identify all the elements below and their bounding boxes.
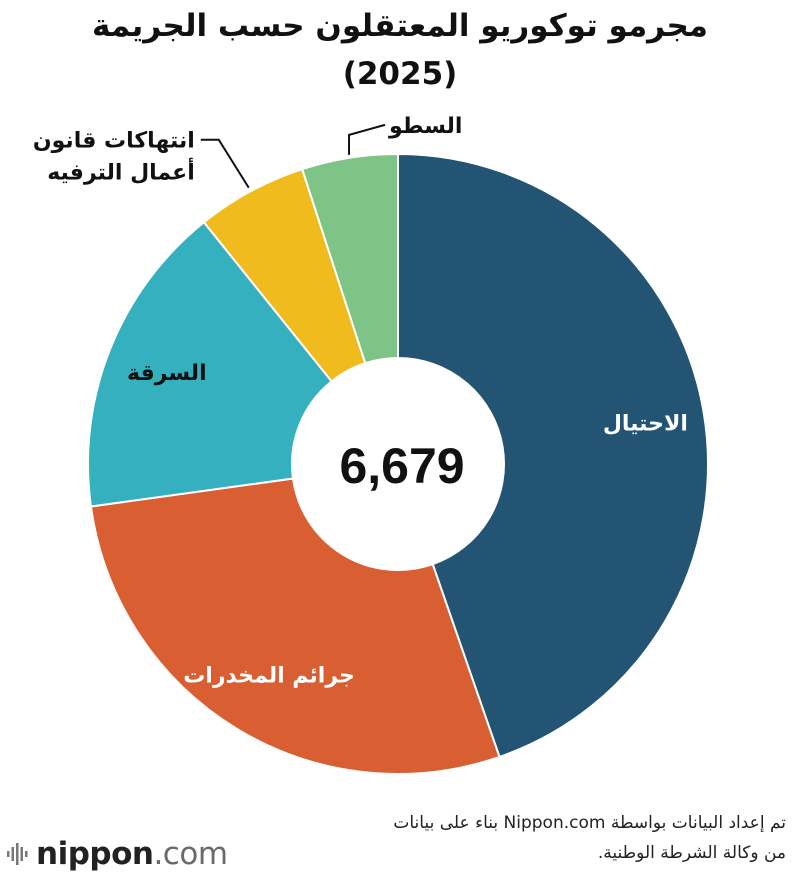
slice-drug-crimes	[89, 477, 501, 775]
slice-label-theft: السرقة	[127, 361, 207, 386]
chart-title: مجرمو توكوريو المعتقلون حسب الجريمة (202…	[0, 2, 800, 98]
callout-line-burglary	[348, 123, 386, 155]
slice-label-fraud: الاحتيال	[603, 411, 688, 436]
chart-title-line2: (2025)	[342, 56, 458, 92]
callout-line-entertainment-law	[200, 138, 250, 189]
slice-label-drug-crimes: جرائم المخدرات	[183, 663, 355, 688]
callout-label-entertainment-law-line1: انتهاكات قانون	[33, 129, 195, 154]
center-total-label: 6,679	[339, 438, 464, 494]
callout-label-entertainment-law-line2: أعمال الترفيه	[47, 157, 195, 186]
logo-dotcom: .com	[153, 836, 228, 872]
slice-fraud	[397, 152, 709, 759]
slice-burglary	[300, 152, 399, 365]
donut-chart: الاحتيال جرائم المخدرات السرقة 6,679 السطو ان…	[33, 114, 709, 775]
callout-label-burglary: السطو	[388, 114, 462, 139]
source-note-line1: تم إعداد البيانات بواسطة Nippon.com بناء…	[393, 813, 786, 833]
slice-theft	[87, 220, 334, 508]
chart-title-line1: مجرمو توكوريو المعتقلون حسب الجريمة	[92, 8, 708, 44]
source-note: تم إعداد البيانات بواسطة Nippon.com بناء…	[226, 808, 786, 868]
source-note-line2: من وكالة الشرطة الوطنية.	[597, 843, 786, 863]
nippon-logo: nippon .com	[6, 834, 228, 874]
logo-brand: nippon	[36, 836, 154, 872]
sound-wave-icon	[7, 843, 28, 865]
